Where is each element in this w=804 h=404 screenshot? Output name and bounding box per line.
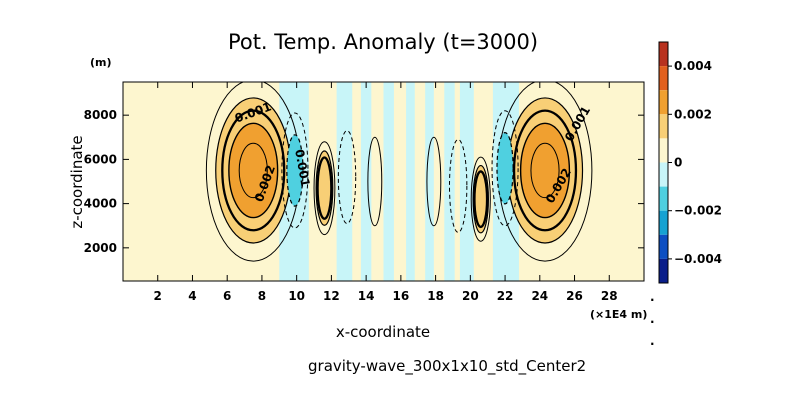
contour-line: [512, 109, 578, 232]
contour-line: [473, 170, 489, 229]
negative-cell: [337, 130, 357, 225]
plot-frame: [122, 81, 645, 282]
contour-label: 0.001: [292, 148, 312, 188]
negative-cell: [448, 138, 468, 233]
colorbar-band: [659, 210, 668, 235]
contour-line: [426, 136, 442, 227]
x-tick-label: 10: [288, 289, 305, 303]
contour-line: [367, 136, 383, 227]
x-tick-label: 8: [258, 289, 266, 303]
positive-cell: [426, 136, 442, 227]
svg-text:.: .: [650, 290, 655, 304]
y-tick-label: 4000: [84, 197, 117, 211]
x-axis-label: x-coordinate: [336, 323, 430, 341]
y-tick-label: 2000: [84, 241, 117, 255]
colorbar-tick-label: −0.002: [674, 204, 722, 218]
x-tick-label: 6: [223, 289, 231, 303]
x-tick-label: 22: [497, 289, 514, 303]
footer-label: gravity-wave_300x1x10_std_Center2: [308, 357, 586, 376]
x-tick-label: 18: [427, 289, 444, 303]
contour-line: [315, 150, 334, 226]
contour-line: [316, 156, 333, 220]
contour-line: [491, 110, 519, 227]
contour-line: [228, 122, 279, 219]
svg-text:.: .: [650, 312, 655, 326]
footer-dots: . . .: [650, 290, 655, 348]
positive-cell: [367, 136, 383, 227]
colorbar-tick-label: 0: [674, 156, 682, 170]
x-tick-label: 14: [358, 289, 375, 303]
colorbar-band: [659, 258, 668, 283]
negative-cell: [281, 112, 309, 229]
contour-line: [530, 142, 560, 199]
positive-cell: [205, 82, 301, 262]
positive-cell: [470, 156, 491, 242]
contour-line: [472, 164, 489, 234]
colorbar-band: [659, 66, 668, 91]
colorbar-band: [659, 234, 668, 259]
x-tick-label: 28: [601, 289, 618, 303]
anomaly-stripe: [336, 82, 353, 281]
contour-line: [286, 134, 304, 207]
svg-text:.: .: [650, 334, 655, 348]
anomaly-stripe: [406, 82, 415, 281]
colorbar-tick-label: −0.004: [674, 252, 722, 266]
x-tick-label: 26: [566, 289, 583, 303]
x-tick-label: 24: [531, 289, 548, 303]
contour-line: [281, 112, 309, 229]
x-tick-label: 16: [393, 289, 410, 303]
colorbar-band: [659, 162, 668, 187]
contour-line: [496, 131, 514, 205]
contour-line: [313, 141, 336, 236]
x-tick-label: 2: [154, 289, 162, 303]
anomaly-stripe: [383, 82, 394, 281]
y-unit-label: (m): [90, 56, 112, 69]
contour-line: [448, 138, 468, 233]
chart-title: Pot. Temp. Anomaly (t=3000): [228, 30, 538, 54]
x-tick-label: 4: [188, 289, 196, 303]
negative-cell: [491, 110, 519, 227]
colorbar-band: [659, 186, 668, 211]
x-unit-label: (×1E4 m): [590, 308, 647, 321]
colorbar-tick-label: 0.002: [674, 107, 712, 121]
colorbar-band: [659, 114, 668, 139]
colorbar-band: [659, 42, 668, 67]
colorbar: 0.004 0.002 0 −0.002 −0.004: [658, 41, 722, 284]
y-tick-label: 8000: [84, 108, 117, 122]
positive-cell: [313, 141, 336, 236]
colorbar-band: [659, 138, 668, 163]
positive-cell: [497, 82, 593, 262]
x-tick-label: 20: [462, 289, 479, 303]
contour-line: [238, 142, 268, 199]
contour-line: [470, 156, 491, 242]
contour-line: [337, 130, 357, 225]
colorbar-band: [659, 90, 668, 115]
anomaly-stripe: [360, 82, 372, 281]
y-axis-label: z-coordinate: [68, 135, 86, 228]
colorbar-tick-label: 0.004: [674, 59, 712, 73]
contour-line: [519, 122, 571, 219]
contour-line: [221, 109, 286, 232]
x-tick-label: 12: [323, 289, 340, 303]
anomaly-stripe: [425, 82, 434, 281]
y-tick-label: 6000: [84, 152, 117, 166]
